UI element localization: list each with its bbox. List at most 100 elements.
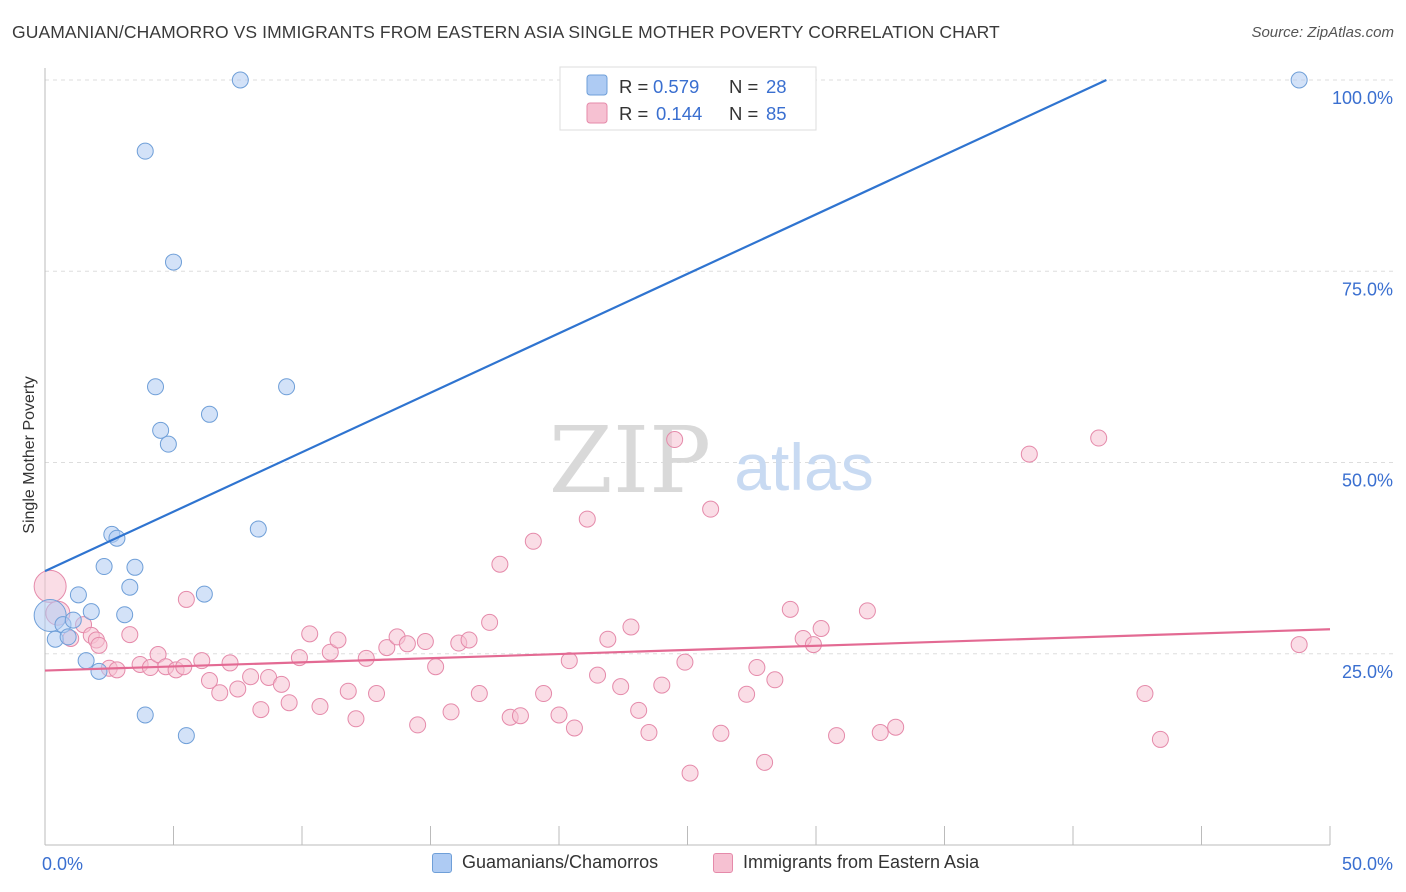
x-tick-label-min: 0.0% <box>42 854 83 874</box>
guamanians-point <box>126 558 144 576</box>
guamanians-point <box>64 611 82 629</box>
y-tick-label: 100.0% <box>1332 88 1393 108</box>
immigrants-point <box>416 633 434 651</box>
immigrants-point <box>1151 730 1169 748</box>
guamanians-point <box>136 706 154 724</box>
immigrants-point <box>368 685 386 703</box>
y-tick-label: 75.0% <box>1342 279 1393 299</box>
immigrants-point <box>1020 445 1038 463</box>
immigrants-point <box>766 671 784 689</box>
immigrants-point <box>702 500 720 518</box>
immigrants-point <box>398 635 416 653</box>
guamanians-point <box>69 586 87 604</box>
guamanians-point <box>116 606 134 624</box>
y-tick-label: 50.0% <box>1342 471 1393 491</box>
x-tick-label-max: 50.0% <box>1342 854 1393 874</box>
immigrants-point <box>524 532 542 550</box>
immigrants-point <box>804 636 822 654</box>
immigrants-point <box>121 626 139 644</box>
guamanians-point <box>77 652 95 670</box>
immigrants-point <box>252 701 270 719</box>
immigrants-point <box>272 675 290 693</box>
immigrants-point <box>491 555 509 573</box>
guamanians-point <box>152 421 170 439</box>
immigrants-point <box>108 661 126 679</box>
immigrants-point <box>858 602 876 620</box>
gridlines <box>45 79 1395 655</box>
legend-n-label-2: N = <box>729 103 758 124</box>
guamanians-point <box>90 662 108 680</box>
legend-r-label-2: R = <box>619 103 648 124</box>
guamanians-point <box>1290 71 1308 89</box>
legend-r-value-1: 0.579 <box>653 76 699 97</box>
watermark-atlas: atlas <box>734 430 873 504</box>
legend-label-immigrants: Immigrants from Eastern Asia <box>743 852 980 872</box>
trend-line-immigrants <box>44 628 1331 672</box>
immigrants-point <box>311 698 329 716</box>
immigrants-point <box>221 654 239 672</box>
guamanians-point <box>249 520 267 538</box>
immigrants-point <box>748 659 766 677</box>
trend-line-guamanians <box>44 79 1107 573</box>
guamanians-point <box>95 558 113 576</box>
legend-item-immigrants: Immigrants from Eastern Asia <box>713 852 979 873</box>
legend-item-guamanians: Guamanians/Chamorros <box>432 852 658 873</box>
immigrants-point <box>599 630 617 648</box>
legend-swatch-guamanians <box>432 852 452 873</box>
guamanians-point <box>82 603 100 621</box>
legend-top: R = 0.579 N = 28 R = 0.144 N = 85 <box>559 66 817 131</box>
y-tick-label: 25.0% <box>1342 662 1393 682</box>
guamanians-point <box>177 727 195 745</box>
y-axis-label: Single Mother Poverty <box>21 376 38 534</box>
immigrants-point <box>871 724 889 742</box>
immigrants-point <box>676 653 694 671</box>
immigrants-point <box>1290 636 1308 654</box>
immigrants-point <box>578 510 596 528</box>
trend-lines <box>44 79 1331 672</box>
guamanians-point <box>147 378 165 396</box>
legend-n-label-1: N = <box>729 76 758 97</box>
immigrants-point <box>242 668 260 686</box>
source-credit: Source: ZipAtlas.com <box>1251 24 1394 41</box>
immigrants-point <box>781 600 799 618</box>
legend-r-label-1: R = <box>619 76 648 97</box>
immigrants-point <box>460 631 478 649</box>
immigrants-point <box>470 685 488 703</box>
legend-swatch-guamanians <box>586 74 608 96</box>
watermark: ZIP atlas <box>549 407 874 514</box>
chart-title: GUAMANIAN/CHAMORRO VS IMMIGRANTS FROM EA… <box>12 22 1000 42</box>
immigrants-point <box>535 685 553 703</box>
immigrants-point <box>229 680 247 698</box>
immigrants-point <box>339 682 357 700</box>
immigrants-point <box>90 636 108 654</box>
legend-swatch-immigrants <box>713 852 733 873</box>
guamanians-point <box>278 378 296 396</box>
axes <box>44 68 1331 846</box>
immigrants-point <box>589 666 607 684</box>
legend-n-value-1: 28 <box>766 76 787 97</box>
immigrants-point <box>565 719 583 737</box>
immigrants-point <box>329 631 347 649</box>
immigrants-point <box>442 703 460 721</box>
immigrants-point <box>1090 429 1108 447</box>
immigrants-point <box>612 678 630 696</box>
immigrants-point <box>756 753 774 771</box>
guamanians-point <box>136 142 154 160</box>
guamanians-point <box>165 253 182 271</box>
guamanians-point <box>200 405 218 423</box>
immigrants-point <box>149 646 167 664</box>
immigrants-point <box>177 590 195 608</box>
immigrants-point <box>653 676 671 694</box>
guamanians-point <box>231 71 249 89</box>
immigrants-point <box>511 707 529 725</box>
immigrants-point <box>33 569 67 603</box>
immigrants-point <box>1136 685 1154 703</box>
immigrants-point <box>200 672 218 690</box>
immigrants-point <box>666 431 684 449</box>
legend-r-value-2: 0.144 <box>656 103 702 124</box>
guamanians-point <box>159 435 177 453</box>
immigrants-point <box>347 710 365 728</box>
immigrants-point <box>560 652 578 670</box>
immigrants-point <box>887 718 905 736</box>
